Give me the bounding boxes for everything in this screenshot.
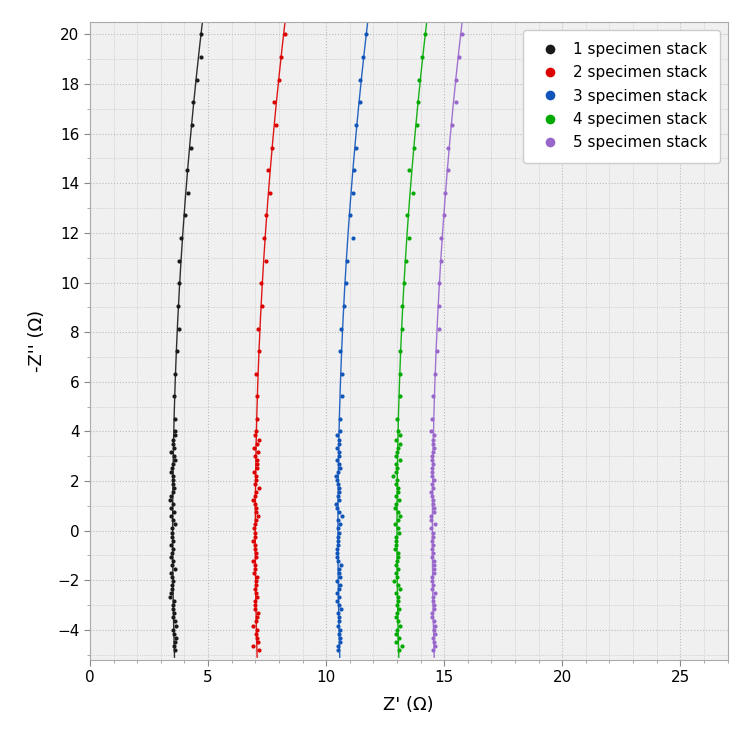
Legend: 1 specimen stack, 2 specimen stack, 3 specimen stack, 4 specimen stack, 5 specim: 1 specimen stack, 2 specimen stack, 3 sp… xyxy=(523,29,720,163)
X-axis label: Z' (Ω): Z' (Ω) xyxy=(383,696,434,714)
Y-axis label: -Z'' (Ω): -Z'' (Ω) xyxy=(28,310,46,372)
